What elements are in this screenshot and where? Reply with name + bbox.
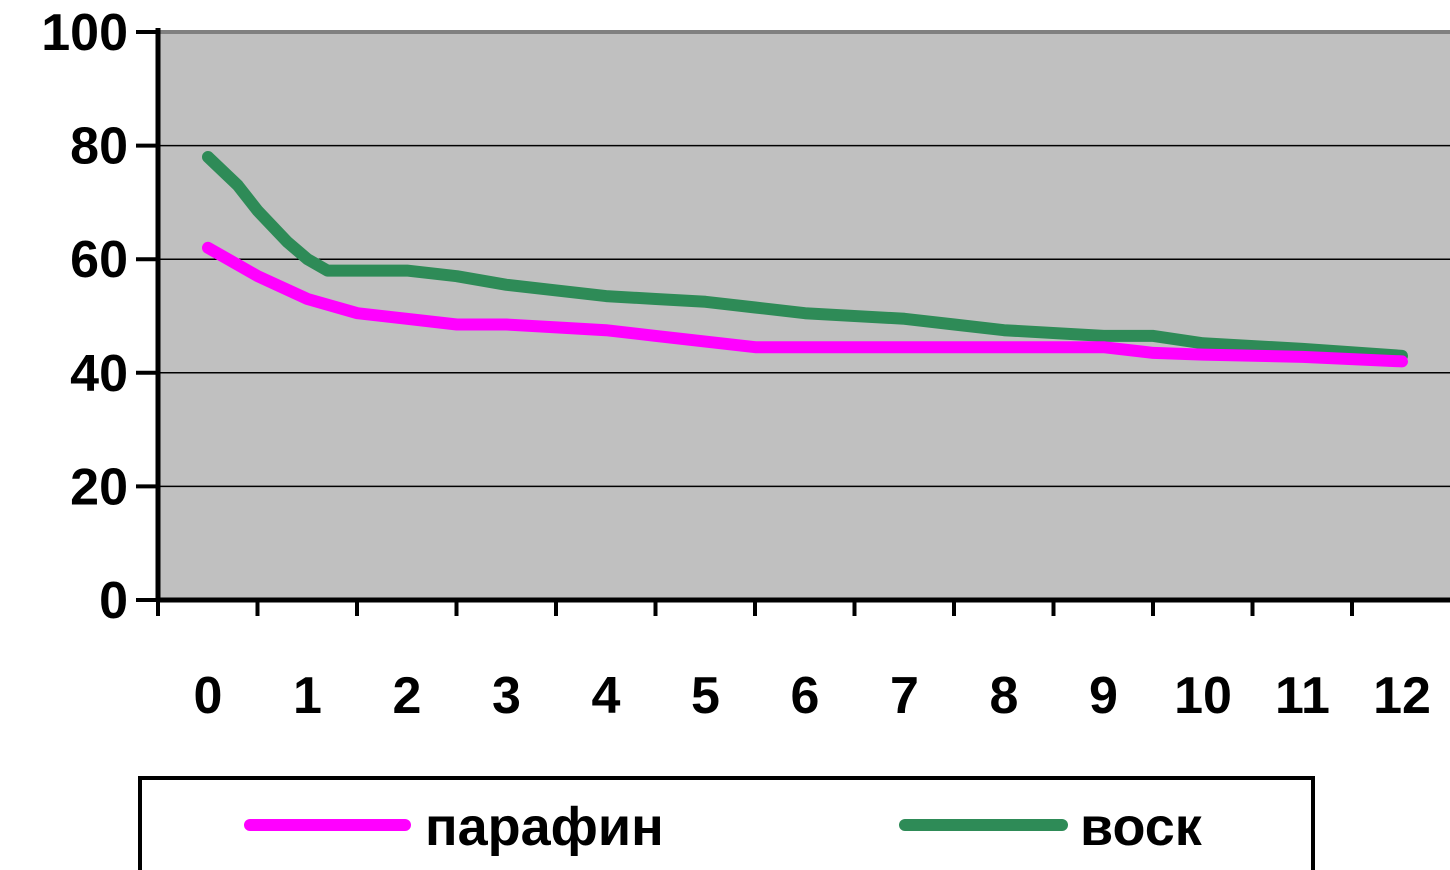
series-line-vosk bbox=[202, 151, 1408, 362]
series-layer bbox=[202, 151, 1408, 368]
x-tick-label: 9 bbox=[1089, 667, 1118, 725]
x-tick-label: 5 bbox=[691, 667, 720, 725]
y-tick-label: 100 bbox=[41, 4, 128, 62]
gridlines bbox=[158, 144, 1450, 488]
x-tick-label: 3 bbox=[492, 667, 521, 725]
y-tick-label: 20 bbox=[70, 458, 128, 516]
legend-label-parafin: парафин bbox=[425, 797, 664, 857]
y-tick-label: 60 bbox=[70, 231, 128, 289]
axes bbox=[155, 28, 1450, 603]
legend-label-vosk: воск bbox=[1080, 797, 1203, 857]
x-tick-label: 10 bbox=[1174, 667, 1232, 725]
legend: парафин воск bbox=[138, 776, 1315, 870]
y-tick-label: 80 bbox=[70, 118, 128, 176]
x-tick-label: 12 bbox=[1373, 667, 1431, 725]
x-tick-label: 0 bbox=[194, 667, 223, 725]
x-tick-label: 11 bbox=[1275, 667, 1330, 725]
y-tick-label: 40 bbox=[70, 345, 128, 403]
x-tick-label: 4 bbox=[592, 667, 621, 725]
y-tick-label: 0 bbox=[99, 572, 128, 630]
x-tick-label: 1 bbox=[293, 667, 322, 725]
x-tick-label: 7 bbox=[890, 667, 919, 725]
x-tick-label: 2 bbox=[393, 667, 422, 725]
x-tick-label: 8 bbox=[990, 667, 1019, 725]
x-tick-label: 6 bbox=[791, 667, 820, 725]
x-axis-ticks: 0 1 2 3 4 5 6 7 8 9 10 11 12 bbox=[156, 600, 1431, 725]
series-line-parafin bbox=[202, 241, 1408, 368]
y-axis-ticks: 0 20 40 60 80 100 bbox=[41, 4, 158, 630]
